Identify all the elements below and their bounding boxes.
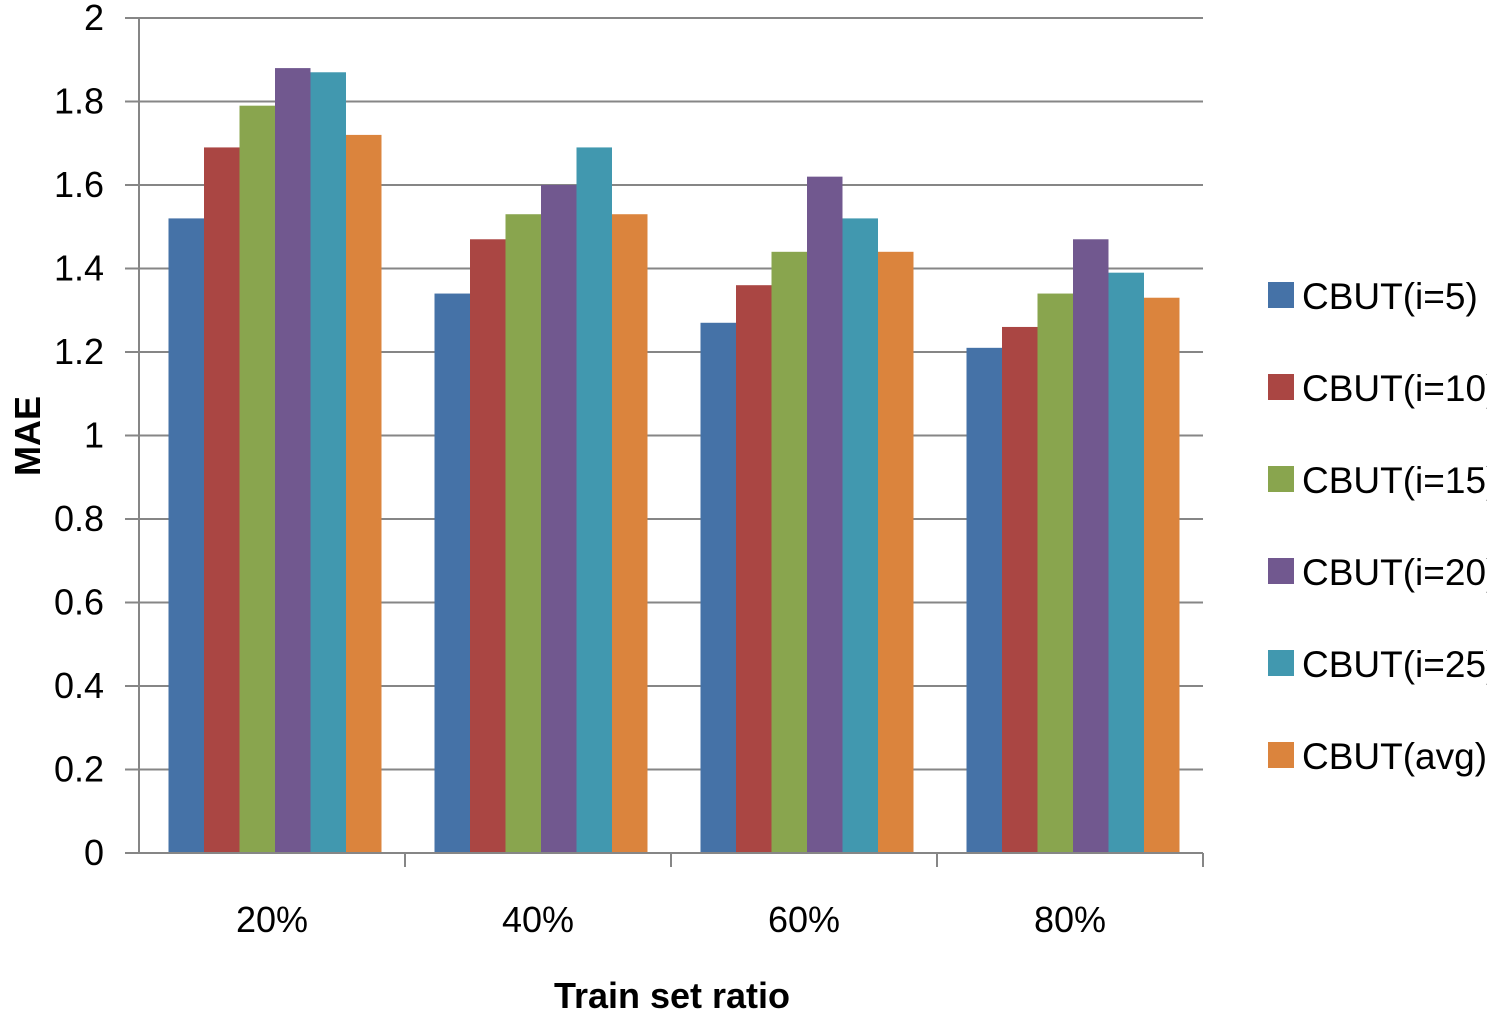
x-axis-title: Train set ratio bbox=[554, 975, 790, 1012]
bar-CBUT(i=10)-60% bbox=[736, 285, 772, 853]
y-tick-label: 0.2 bbox=[54, 749, 104, 790]
bars bbox=[168, 68, 1180, 854]
bar-CBUT(i=5)-20% bbox=[168, 218, 204, 853]
bar-CBUT(i=15)-60% bbox=[771, 251, 807, 854]
legend-label: CBUT(i=15) bbox=[1302, 460, 1487, 501]
bar-CBUT(i=25)-40% bbox=[576, 147, 612, 854]
x-tick-label: 20% bbox=[236, 899, 308, 940]
legend-swatch bbox=[1268, 742, 1294, 768]
legend-label: CBUT(i=5) bbox=[1302, 276, 1478, 317]
legend: CBUT(i=5) CBUT(i=10) CBUT(i=15) CBUT(i=20) C… bbox=[1268, 276, 1487, 777]
y-axis-title: MAE bbox=[7, 396, 48, 476]
legend-swatch bbox=[1268, 650, 1294, 676]
legend-swatch bbox=[1268, 282, 1294, 308]
y-tick-label: 1 bbox=[84, 415, 104, 456]
y-tick-label: 1.6 bbox=[54, 164, 104, 205]
y-tick-label: 0.4 bbox=[54, 665, 104, 706]
bar-CBUT(i=15)-40% bbox=[505, 214, 541, 854]
legend-swatch bbox=[1268, 466, 1294, 492]
legend-swatch bbox=[1268, 374, 1294, 400]
x-tick-label: 80% bbox=[1034, 899, 1106, 940]
axes bbox=[138, 18, 1204, 867]
y-tick-label: 0.6 bbox=[54, 582, 104, 623]
bar-CBUT(i=25)-60% bbox=[842, 218, 878, 853]
bar-CBUT(avg)-40% bbox=[612, 214, 648, 854]
bar-CBUT(i=10)-20% bbox=[204, 147, 240, 854]
bar-CBUT(i=15)-20% bbox=[239, 105, 275, 854]
legend-label: CBUT(avg) bbox=[1302, 736, 1487, 777]
bar-CBUT(i=25)-80% bbox=[1108, 272, 1144, 853]
bar-CBUT(i=5)-60% bbox=[700, 322, 736, 853]
y-tick-label: 1.4 bbox=[54, 248, 104, 289]
bar-CBUT(i=25)-20% bbox=[310, 72, 346, 853]
bar-CBUT(i=5)-80% bbox=[966, 347, 1002, 853]
bar-CBUT(i=15)-80% bbox=[1037, 293, 1073, 853]
y-tick-label: 2 bbox=[84, 0, 104, 38]
x-tick-labels: 20% 40% 60% 80% bbox=[236, 899, 1106, 940]
x-tick-label: 40% bbox=[502, 899, 574, 940]
bar-CBUT(avg)-80% bbox=[1144, 297, 1180, 854]
bar-CBUT(i=10)-80% bbox=[1002, 326, 1038, 853]
legend-label: CBUT(i=25) bbox=[1302, 644, 1487, 685]
bar-CBUT(i=10)-40% bbox=[470, 239, 506, 853]
y-tick-label: 0 bbox=[84, 832, 104, 873]
bar-CBUT(i=20)-20% bbox=[275, 68, 311, 854]
y-tick-labels: 0 0.2 0.4 0.6 0.8 1 1.2 1.4 1.6 1.8 2 bbox=[54, 0, 104, 873]
bar-CBUT(avg)-60% bbox=[878, 251, 914, 854]
bar-CBUT(avg)-20% bbox=[346, 134, 382, 853]
x-tick-label: 60% bbox=[768, 899, 840, 940]
bar-CBUT(i=20)-60% bbox=[807, 176, 843, 853]
legend-label: CBUT(i=10) bbox=[1302, 368, 1487, 409]
bar-CBUT(i=5)-40% bbox=[434, 293, 470, 853]
y-tick-label: 0.8 bbox=[54, 498, 104, 539]
y-tick-label: 1.2 bbox=[54, 331, 104, 372]
y-tick-label: 1.8 bbox=[54, 81, 104, 122]
legend-swatch bbox=[1268, 558, 1294, 584]
bar-CBUT(i=20)-40% bbox=[541, 185, 577, 853]
legend-label: CBUT(i=20) bbox=[1302, 552, 1487, 593]
bar-CBUT(i=20)-80% bbox=[1073, 239, 1109, 853]
